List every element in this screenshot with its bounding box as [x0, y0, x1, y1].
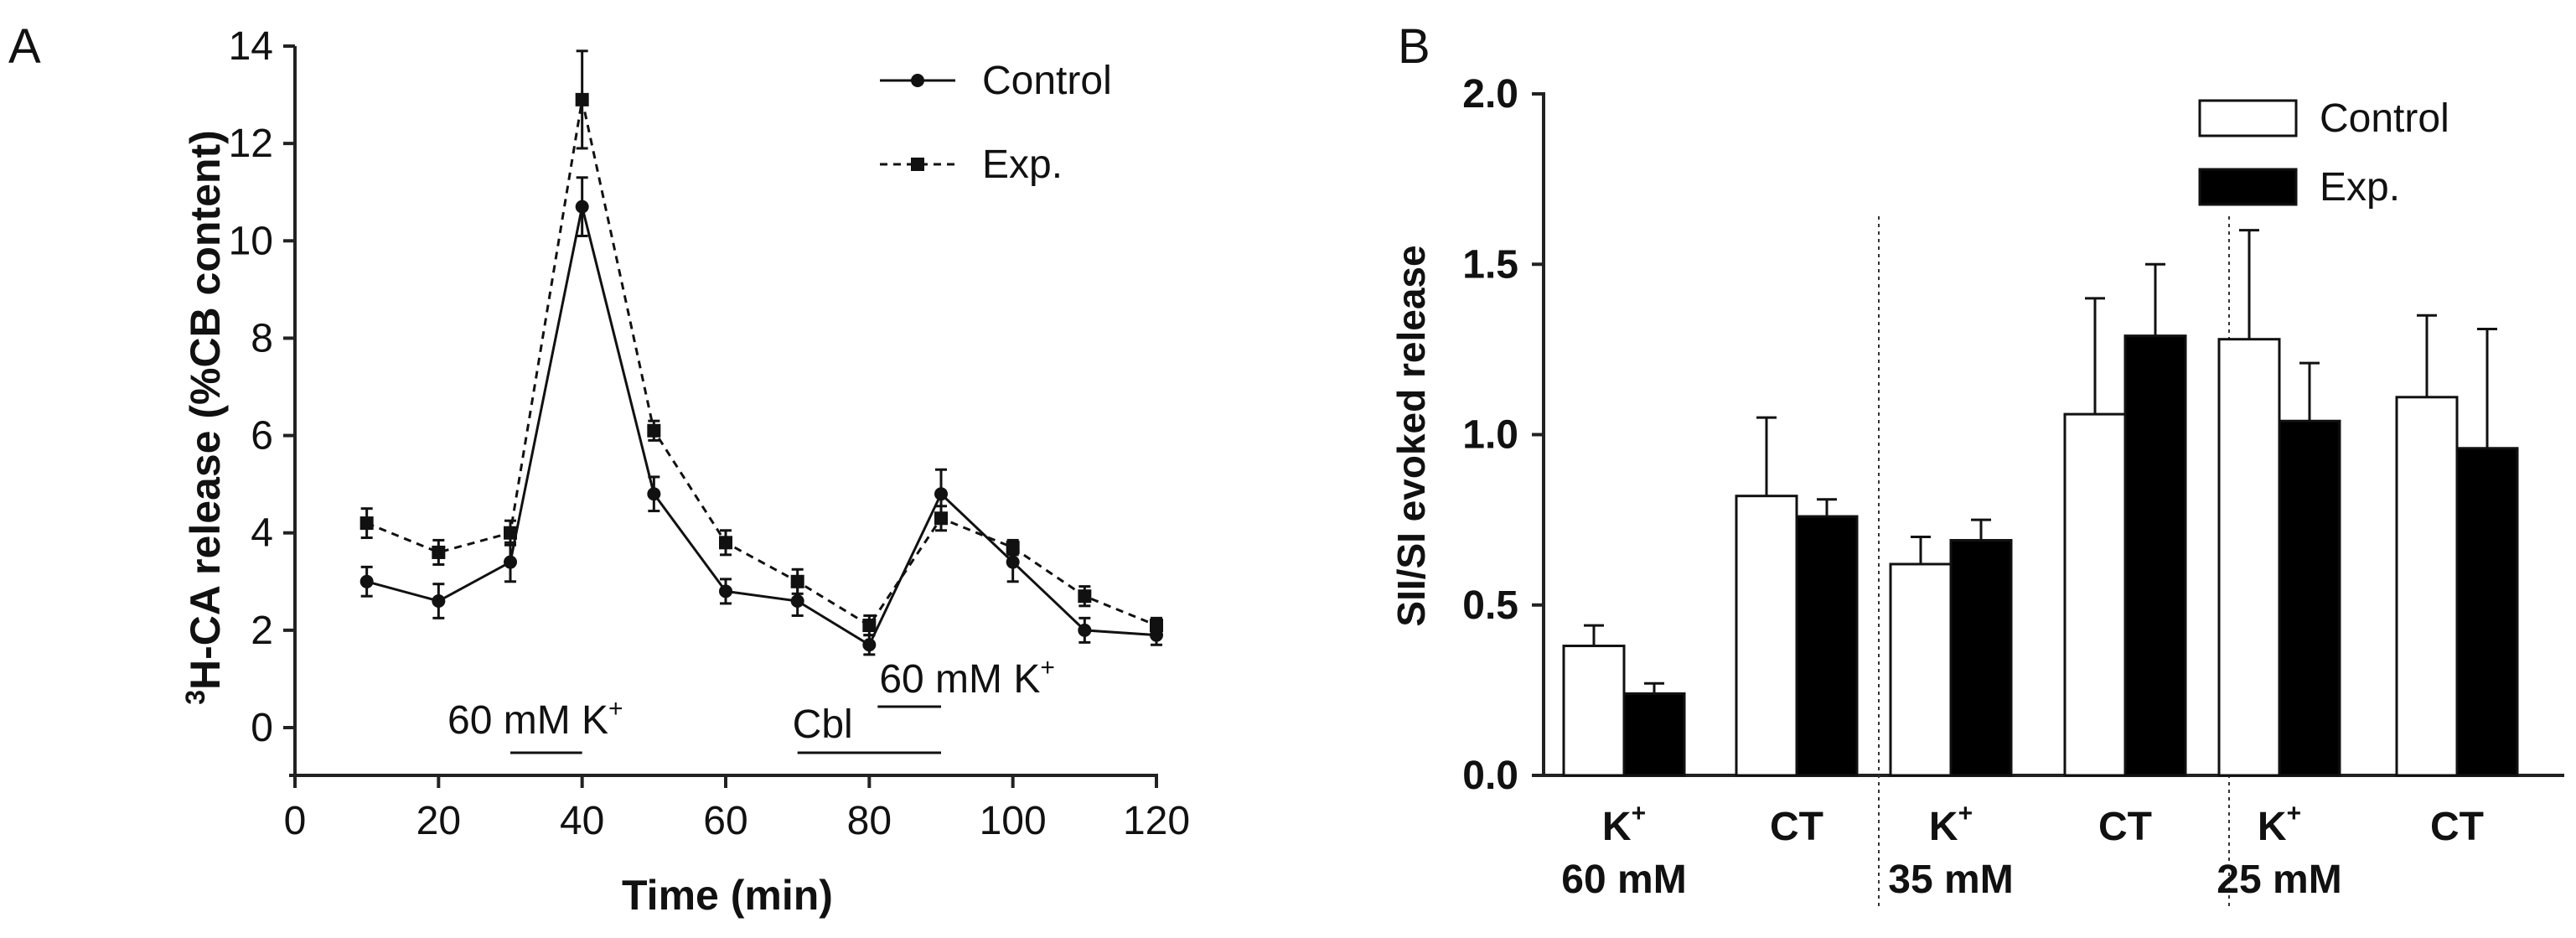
a-point-exp: [1006, 541, 1020, 555]
panel-a-letter: A: [8, 19, 41, 74]
a-legend-control-label: Control: [982, 59, 1112, 103]
b-y-axis-title: SII/SI evoked release: [1389, 245, 1433, 626]
b-group-label: CT: [1770, 805, 1823, 849]
a-point-exp: [504, 526, 517, 540]
a-y-axis-title-main: H-CA release (%CB content): [182, 130, 229, 690]
b-bar-exp: [1949, 539, 2013, 777]
b-group-label-concentration: 60 mM: [1561, 858, 1686, 902]
a-point-exp: [432, 545, 446, 559]
a-point-exp: [862, 619, 877, 633]
a-point-control: [504, 555, 517, 569]
a-x-tick-label: 40: [560, 799, 604, 843]
a-series-line-control: [366, 206, 1157, 647]
b-bars: [1562, 229, 2519, 777]
a-point-exp: [647, 423, 661, 438]
b-ticks: 0.0 0.5 1.0 1.5 2.0: [1462, 72, 1544, 798]
a-annotation-label-k1: 60 mM K+: [447, 695, 623, 743]
a-point-exp: [790, 574, 804, 588]
a-point-control: [432, 594, 446, 609]
a-legend: Control Exp.: [880, 59, 1112, 187]
a-tick-labels: 0 2 4 6 8 10 12 14 0 20 40 60 80 100 120: [229, 24, 1190, 843]
a-x-axis-title: Time (min): [622, 872, 833, 919]
a-point-control: [862, 638, 877, 652]
a-y-axis-title-sup: 3: [180, 690, 210, 705]
a-y-tick-label: 10: [229, 219, 273, 263]
b-y-tick-label: 0.0: [1462, 754, 1518, 798]
a-x-tick-label: 20: [416, 799, 461, 843]
a-y-tick-label: 8: [251, 316, 273, 360]
a-series-line-exp: [366, 99, 1157, 628]
a-legend-control-marker: [911, 74, 924, 87]
a-y-tick-label: 2: [251, 609, 273, 653]
a-point-exp: [575, 92, 589, 106]
a-y-tick-label: 4: [251, 511, 273, 556]
a-y-tick-label: 12: [229, 122, 273, 166]
a-ticks: [283, 44, 1158, 788]
a-point-exp: [934, 511, 948, 526]
b-separators: [1878, 216, 2230, 909]
a-series: [360, 49, 1163, 656]
b-bar-control: [1562, 645, 1626, 777]
a-y-axis-title: 3H-CA release (%CB content): [180, 130, 229, 705]
b-group-label: CT: [2098, 805, 2152, 849]
b-legend: Control Exp.: [2198, 96, 2449, 210]
b-bar-exp: [2278, 419, 2341, 777]
b-bar-exp: [1622, 692, 1686, 777]
b-legend-control-label: Control: [2320, 96, 2449, 141]
a-point-exp: [360, 516, 374, 531]
b-group-label: K+: [2258, 800, 2301, 849]
a-x-tick-label: 120: [1123, 799, 1190, 843]
a-legend-exp-marker: [911, 158, 924, 171]
b-group-label: CT: [2430, 805, 2484, 849]
a-x-tick-label: 0: [284, 799, 307, 843]
a-point-exp: [1150, 619, 1163, 633]
a-point-control: [1078, 623, 1092, 637]
b-y-tick-label: 1.0: [1462, 413, 1518, 458]
b-bar-control: [2217, 338, 2281, 777]
a-point-exp: [719, 536, 732, 550]
b-y-tick-label: 2.0: [1462, 72, 1518, 117]
a-x-tick-label: 80: [847, 799, 892, 843]
b-legend-exp-label: Exp.: [2320, 165, 2400, 210]
b-group-label: K+: [1602, 800, 1646, 849]
a-point-exp: [1078, 589, 1092, 604]
a-point-control: [1006, 555, 1020, 569]
a-point-control: [647, 487, 661, 501]
panel-b-letter: B: [1398, 19, 1430, 74]
a-point-control: [360, 574, 374, 588]
a-point-control: [575, 200, 589, 214]
panel-b-bar-chart: B 0.0 0.5 1.0 1.5 2.0 K+ 60 mM CT K+ 35 mM CT K+ 25…: [1389, 19, 2564, 909]
b-bar-control: [1735, 495, 1798, 777]
b-bar-control: [2395, 396, 2459, 777]
b-y-tick-label: 1.5: [1462, 242, 1518, 287]
b-bar-control: [2063, 412, 2127, 777]
a-x-tick-label: 60: [703, 799, 747, 843]
a-x-tick-label: 100: [980, 799, 1047, 843]
panel-a-line-chart: A 0 2 4 6 8 10 12 14 0 20 40 60 80 100 120 60 mM K+ Cbl…: [8, 19, 1190, 919]
a-point-control: [790, 594, 804, 609]
b-y-tick-label: 0.5: [1462, 583, 1518, 628]
a-annotation-label-k2: 60 mM K+: [879, 654, 1055, 702]
b-bar-exp: [1795, 515, 1859, 777]
b-group-label-concentration: 35 mM: [1888, 858, 2013, 902]
a-y-tick-label: 0: [251, 706, 273, 750]
a-point-control: [934, 487, 948, 501]
a-annotations: 60 mM K+ Cbl 60 mM K+: [447, 654, 1055, 754]
a-legend-exp-label: Exp.: [982, 143, 1063, 187]
a-y-tick-label: 6: [251, 414, 273, 459]
b-group-label: K+: [1929, 800, 1973, 849]
b-group-label-concentration: 25 mM: [2216, 858, 2341, 902]
b-bar-control: [1889, 562, 1953, 777]
a-y-tick-label: 14: [229, 24, 273, 69]
b-bar-exp: [2455, 447, 2519, 777]
a-annotation-label-cbl: Cbl: [793, 702, 853, 747]
b-bar-exp: [2123, 334, 2187, 777]
b-group-labels: K+ 60 mM CT K+ 35 mM CT K+ 25 mM CT: [1561, 800, 2484, 902]
a-point-control: [719, 584, 732, 599]
b-legend-control-swatch: [2198, 99, 2298, 137]
b-legend-exp-swatch: [2198, 168, 2298, 206]
